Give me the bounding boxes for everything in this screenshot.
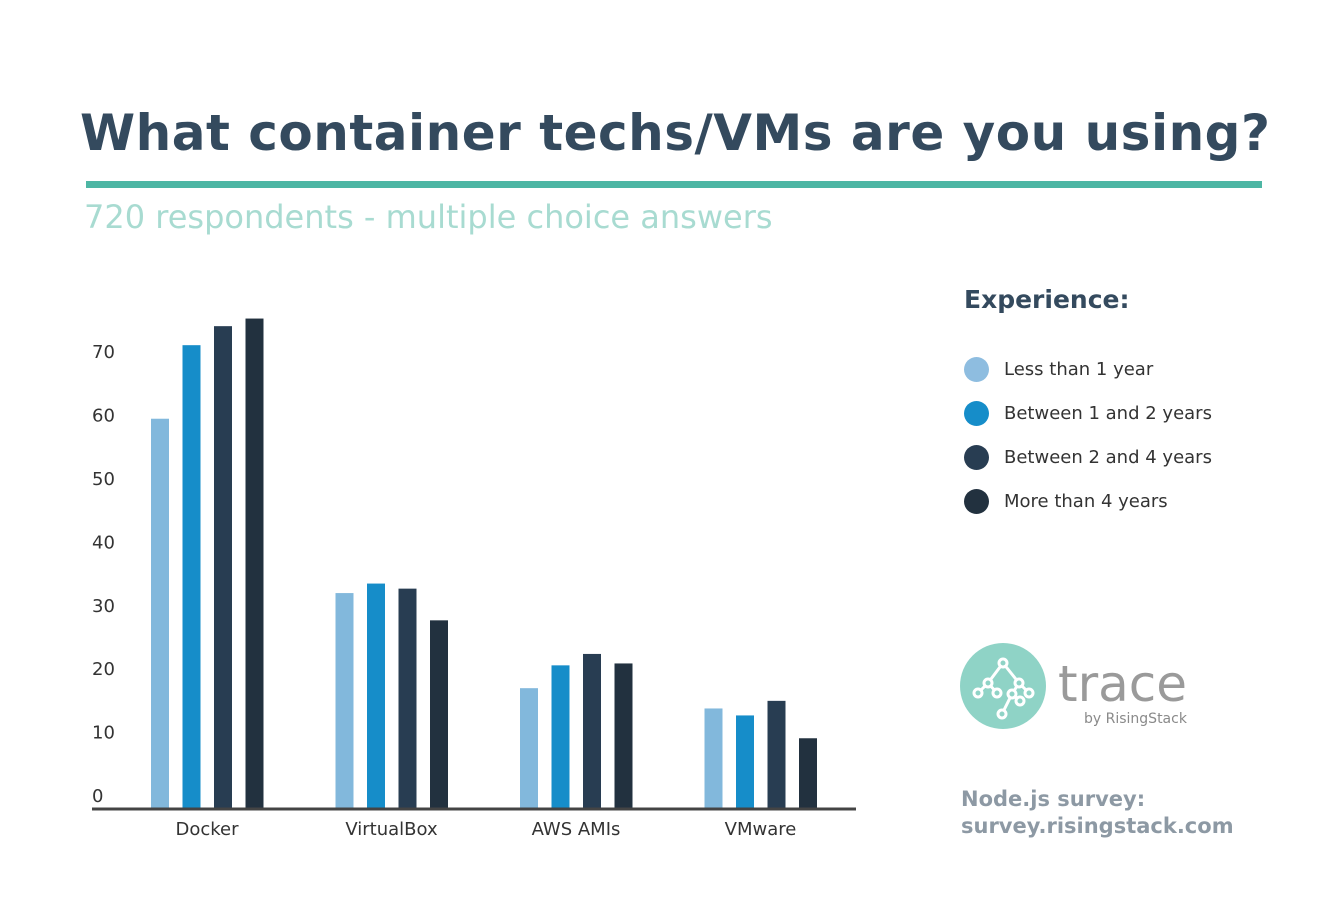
trace-logo: trace by RisingStack: [960, 643, 1200, 737]
bar-aws-amis-1: [551, 665, 570, 808]
legend-label: Between 2 and 4 years: [1004, 447, 1212, 468]
legend-swatch-icon: [964, 401, 989, 426]
y-tick-label: 40: [92, 532, 115, 553]
chart-subtitle: 720 respondents - multiple choice answer…: [84, 198, 773, 236]
bar-docker-1: [182, 345, 201, 808]
survey-label: Node.js survey:: [961, 787, 1146, 811]
legend-item: More than 4 years: [964, 489, 1168, 514]
bar-docker-2: [214, 326, 232, 808]
bar-docker-3: [245, 318, 264, 808]
logo-wordmark: trace: [1058, 655, 1187, 713]
survey-footer: Node.js survey: survey.risingstack.com: [961, 786, 1234, 840]
bar-docker-0: [151, 418, 169, 808]
legend-swatch-icon: [964, 445, 989, 470]
legend-swatch-icon: [964, 357, 989, 382]
legend-label: More than 4 years: [1004, 491, 1168, 512]
bar-vmware-3: [799, 738, 817, 808]
legend-item: Between 1 and 2 years: [964, 401, 1212, 426]
y-tick-label: 20: [92, 659, 115, 680]
bar-virtualbox-2: [398, 588, 417, 808]
legend-item: Between 2 and 4 years: [964, 445, 1212, 470]
x-tick-label: VMware: [725, 819, 797, 840]
bar-vmware-0: [704, 708, 723, 808]
bar-virtualbox-1: [367, 583, 385, 808]
y-tick-label: 70: [92, 342, 115, 363]
legend-item: Less than 1 year: [964, 357, 1153, 382]
bar-aws-amis-3: [614, 663, 633, 808]
chart-title: What container techs/VMs are you using?: [80, 104, 1271, 162]
y-tick-label: 60: [92, 406, 115, 427]
x-tick-label: AWS AMIs: [532, 819, 621, 840]
bar-vmware-2: [767, 700, 786, 808]
logo-tagline: by RisingStack: [1084, 711, 1188, 727]
bar-virtualbox-3: [430, 620, 448, 808]
bar-aws-amis-0: [520, 688, 538, 808]
y-tick-label: 50: [92, 469, 115, 490]
legend-swatch-icon: [964, 489, 989, 514]
title-underline: [86, 181, 1262, 188]
y-tick-label: 30: [92, 596, 115, 617]
x-tick-label: Docker: [175, 819, 239, 840]
survey-link[interactable]: survey.risingstack.com: [961, 814, 1234, 838]
legend-label: Less than 1 year: [1004, 359, 1154, 380]
bar-vmware-1: [736, 715, 754, 808]
bar-chart: 0 10 20 30 40 50 60 70 Docker VirtualBox AWS AMIs V…: [92, 318, 856, 840]
legend-label: Between 1 and 2 years: [1004, 403, 1212, 424]
y-tick-label: 10: [92, 723, 115, 744]
x-tick-label: VirtualBox: [345, 819, 438, 840]
bar-aws-amis-2: [583, 653, 601, 808]
legend-title: Experience:: [964, 285, 1130, 314]
bar-virtualbox-0: [335, 593, 354, 808]
y-tick-label: 0: [92, 786, 103, 807]
